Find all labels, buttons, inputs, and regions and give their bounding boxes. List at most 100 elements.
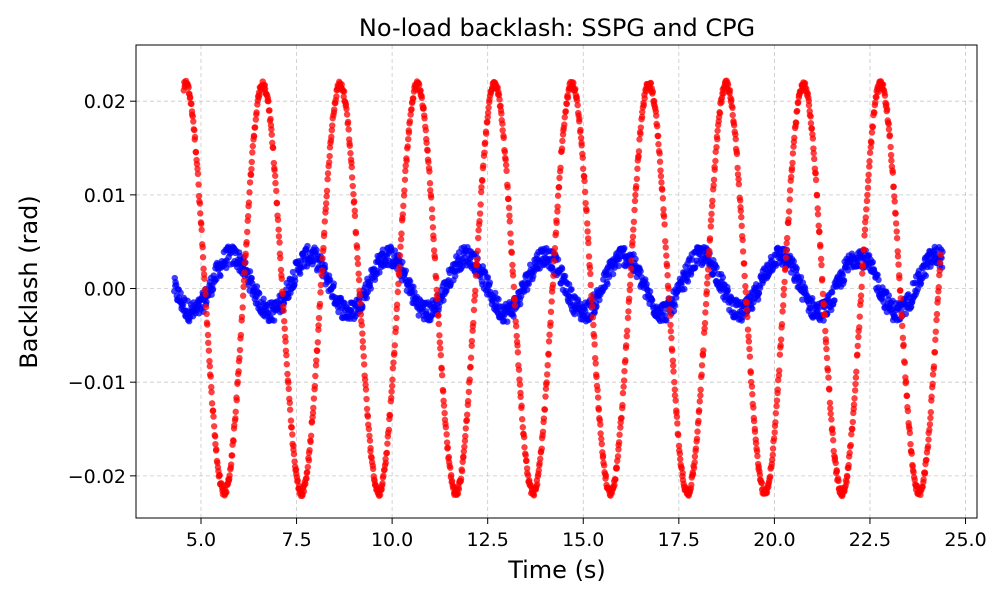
data-point-red <box>244 228 251 236</box>
data-point-red <box>623 332 630 340</box>
data-point-red <box>671 378 678 386</box>
data-point-red <box>907 441 914 448</box>
data-point-red <box>270 159 278 167</box>
data-point-red <box>936 259 944 267</box>
data-point-red <box>476 218 483 225</box>
data-point-red <box>824 367 832 374</box>
data-point-blue <box>415 312 422 319</box>
data-point-red <box>380 472 387 479</box>
data-point-red <box>737 207 744 215</box>
data-point-red <box>545 338 553 345</box>
data-point-red <box>431 255 439 262</box>
data-point-red <box>455 485 463 493</box>
data-point-red <box>275 233 283 240</box>
data-point-red <box>892 220 900 227</box>
data-point-red <box>322 205 329 212</box>
data-point-red <box>281 325 288 332</box>
data-point-red <box>632 183 640 190</box>
data-point-red <box>268 131 275 138</box>
data-point-red <box>434 295 441 303</box>
y-tick-label: 0.02 <box>84 91 126 113</box>
data-point-red <box>933 316 940 324</box>
data-point-red <box>340 88 348 95</box>
data-point-red <box>600 462 608 469</box>
data-point-blue <box>516 300 524 308</box>
data-point-red <box>421 115 428 122</box>
data-point-red <box>512 318 519 325</box>
data-point-red <box>505 204 513 211</box>
data-point-red <box>704 266 712 273</box>
data-point-red <box>636 136 643 143</box>
data-point-red <box>310 404 317 412</box>
data-point-red <box>200 265 207 272</box>
data-point-red <box>410 95 417 102</box>
data-point-red <box>823 345 830 353</box>
data-point-red <box>468 337 476 345</box>
data-point-red <box>278 275 285 282</box>
data-point-red <box>929 371 937 378</box>
data-point-red <box>811 155 818 163</box>
data-point-red <box>826 386 833 393</box>
data-point-red <box>732 135 739 143</box>
data-point-red <box>331 106 338 113</box>
data-point-red <box>317 281 325 289</box>
data-point-red <box>712 157 719 165</box>
data-point-red <box>195 181 202 188</box>
data-point-red <box>668 334 675 342</box>
data-point-red <box>440 397 447 404</box>
data-point-red <box>864 184 872 192</box>
data-point-red <box>744 326 752 333</box>
data-point-red <box>891 193 898 200</box>
data-point-red <box>475 227 482 234</box>
data-point-red <box>271 172 279 179</box>
data-point-red <box>822 339 830 346</box>
data-point-red <box>265 97 272 105</box>
data-point-red <box>649 88 657 96</box>
data-point-red <box>210 423 218 430</box>
data-point-red <box>702 309 709 316</box>
data-point-red <box>274 216 282 224</box>
data-point-red <box>926 426 933 434</box>
data-point-red <box>899 334 907 342</box>
data-point-red <box>706 247 713 255</box>
data-point-red <box>595 406 603 413</box>
data-point-red <box>394 288 402 296</box>
x-axis-ticks: 5.0 7.5 10.0 12.5 15.0 17.5 20.0 22.5 25.0 <box>186 518 987 551</box>
data-point-red <box>561 114 568 121</box>
data-point-red <box>249 142 256 150</box>
data-point-red <box>814 211 822 218</box>
data-point-red <box>792 119 800 127</box>
data-point-red <box>351 212 359 220</box>
data-point-red <box>246 189 253 196</box>
data-point-red <box>391 349 398 357</box>
data-point-red <box>665 295 673 302</box>
data-point-red <box>227 461 235 468</box>
data-point-red <box>484 109 492 116</box>
data-point-red <box>362 386 370 393</box>
data-point-red <box>886 132 894 139</box>
data-point-red <box>716 110 724 117</box>
data-point-red <box>774 386 781 393</box>
y-tick-label: −0.01 <box>68 372 126 394</box>
data-point-blue <box>256 290 263 297</box>
data-point-red <box>303 469 311 476</box>
data-point-blue <box>844 267 852 274</box>
data-point-red <box>436 339 444 346</box>
data-point-red <box>664 272 671 279</box>
data-point-red <box>563 100 571 108</box>
data-point-blue <box>260 295 267 303</box>
data-point-red <box>628 257 635 264</box>
data-point-blue <box>917 279 925 287</box>
data-point-red <box>578 142 585 149</box>
data-point-red <box>720 90 727 97</box>
data-point-red <box>653 123 661 130</box>
data-point-blue <box>253 283 261 290</box>
data-point-red <box>408 106 415 113</box>
data-point-red <box>817 243 824 250</box>
data-point-red <box>343 111 351 118</box>
data-point-red <box>666 306 673 313</box>
data-point-red <box>667 328 675 335</box>
data-point-red <box>320 244 327 252</box>
data-point-red <box>476 210 484 217</box>
data-point-red <box>213 446 220 453</box>
